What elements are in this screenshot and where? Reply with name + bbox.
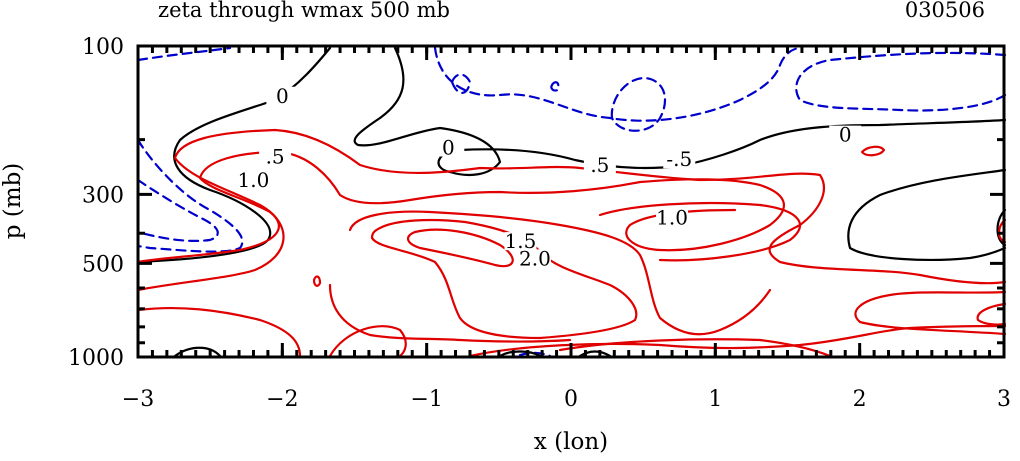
x-axis: −3 −2 −1 0 1 2 3 [122,46,1011,412]
positive-contour-10 [136,150,786,292]
contour-label-bg [518,249,551,268]
x-tick-label: 1 [708,387,722,412]
y-tick-label: 1000 [68,346,124,371]
negative-contour-top-right [795,51,1007,112]
zero-contour-bottom-left [173,346,222,358]
negative-contour-inner-3 [610,76,667,132]
positive-contour-small-2 [860,145,886,157]
negative-contour-inner-1 [450,73,472,94]
contour-label-bg [266,86,299,105]
contour-label-bg [663,150,696,169]
contour-label: 2.0 [519,246,551,270]
negative-contour-top-center [433,46,802,122]
contour-label: .5 [590,153,609,177]
negative-contour-left-1 [136,138,244,253]
positive-contour-lower-3 [468,324,1007,358]
x-tick-label: 2 [853,387,867,412]
contour-label: 1.5 [505,229,537,253]
positive-contour-small-1 [312,275,322,287]
contour-lines [136,46,1007,358]
contour-label-bg [583,155,616,174]
x-axis-label: x (lon) [534,429,608,455]
contour-label: 1.0 [656,206,688,230]
date-label: 030506 [905,0,985,22]
contour-label: 1.0 [238,168,270,192]
positive-contour-lower-1 [136,306,302,358]
y-tick-label: 500 [82,252,124,277]
contour-label-bg [237,171,270,190]
x-tick-label: −3 [122,387,154,412]
positive-contour-15-b [328,283,572,343]
positive-contour-lower-4 [558,338,832,358]
plot-frame [136,44,1006,359]
contour-label-bg [432,138,465,157]
contour-label: -.5 [666,147,692,171]
negative-contour-left-2 [136,178,219,242]
y-tick-label: 300 [82,183,124,208]
contour-labels: 000.51.0.5 -.51.01.52.0 [237,84,862,270]
x-tick-label: 3 [997,387,1011,412]
minor-ticks [136,46,1006,357]
contour-label-bg [259,147,292,166]
y-axis: 100 300 500 1000 [68,35,1004,371]
x-tick-label: −1 [410,387,442,412]
x-tick-label: 0 [564,387,578,412]
zero-contour-top-left [136,46,332,264]
negative-contour-inner-2 [550,81,560,92]
positive-contours [136,128,1007,358]
positive-contour-15 [348,210,772,336]
contour-label-bg [829,125,862,144]
y-axis-label: p (mb) [0,163,26,240]
y-tick-label: 100 [82,35,124,60]
zero-contour-right [847,168,1007,261]
positive-contour-lower-2 [328,325,407,358]
contour-label-bg [656,208,689,227]
positive-contour-right-2 [976,302,1007,326]
positive-contour-right-1 [854,290,1007,336]
negative-contour-top-left [136,46,232,62]
contour-label: 0 [276,84,289,108]
x-tick-label: −2 [266,387,298,412]
positive-contour-05 [136,128,1007,285]
positive-contour-upper-right [598,201,801,262]
contour-label: .5 [266,144,285,168]
contour-label-bg [504,232,537,251]
zero-contour-bottom-center [498,350,612,358]
positive-contour-20-b [407,228,514,268]
chart-title: zeta through wmax 500 mb [158,0,450,22]
contour-label: 0 [839,123,852,147]
positive-contour-20 [370,218,638,340]
contour-label: 0 [442,135,455,159]
